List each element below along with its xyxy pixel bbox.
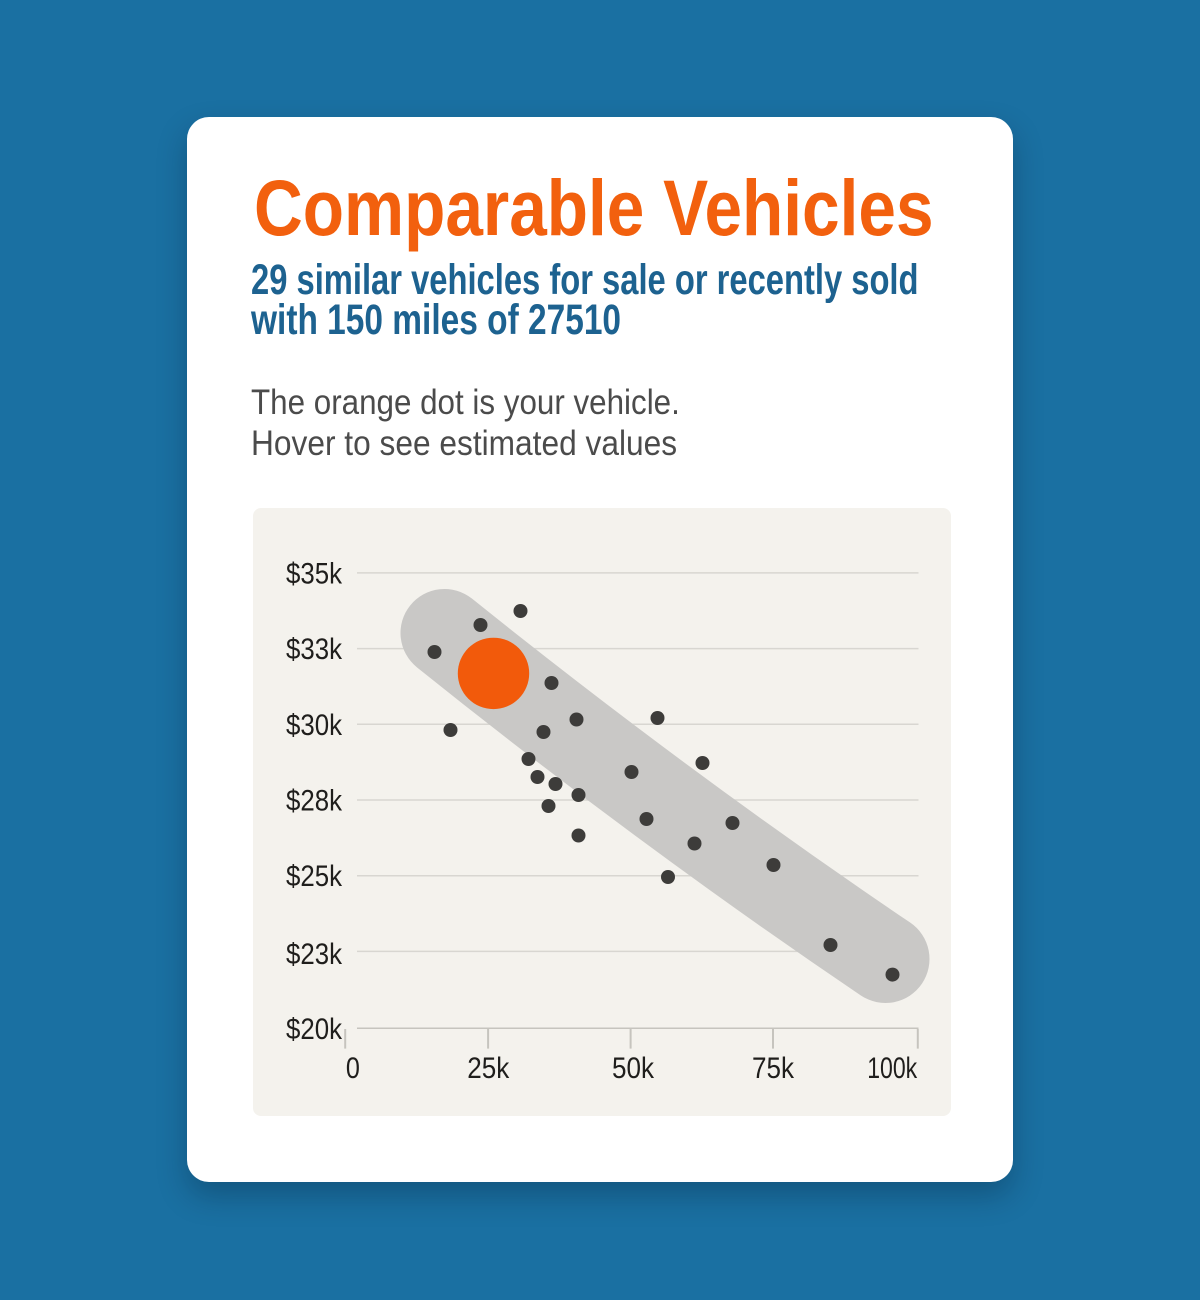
svg-text:25k: 25k — [467, 1052, 510, 1085]
svg-text:$25k: $25k — [286, 860, 343, 893]
svg-text:$28k: $28k — [286, 785, 343, 818]
svg-text:$30k: $30k — [286, 709, 343, 742]
svg-text:100k: 100k — [867, 1052, 918, 1085]
svg-text:$33k: $33k — [286, 633, 343, 666]
svg-text:$20k: $20k — [286, 1013, 343, 1046]
svg-text:0: 0 — [345, 1052, 359, 1085]
svg-text:50k: 50k — [612, 1052, 655, 1085]
svg-text:$23k: $23k — [286, 938, 343, 971]
svg-text:$35k: $35k — [286, 557, 343, 590]
svg-text:75k: 75k — [752, 1052, 795, 1085]
